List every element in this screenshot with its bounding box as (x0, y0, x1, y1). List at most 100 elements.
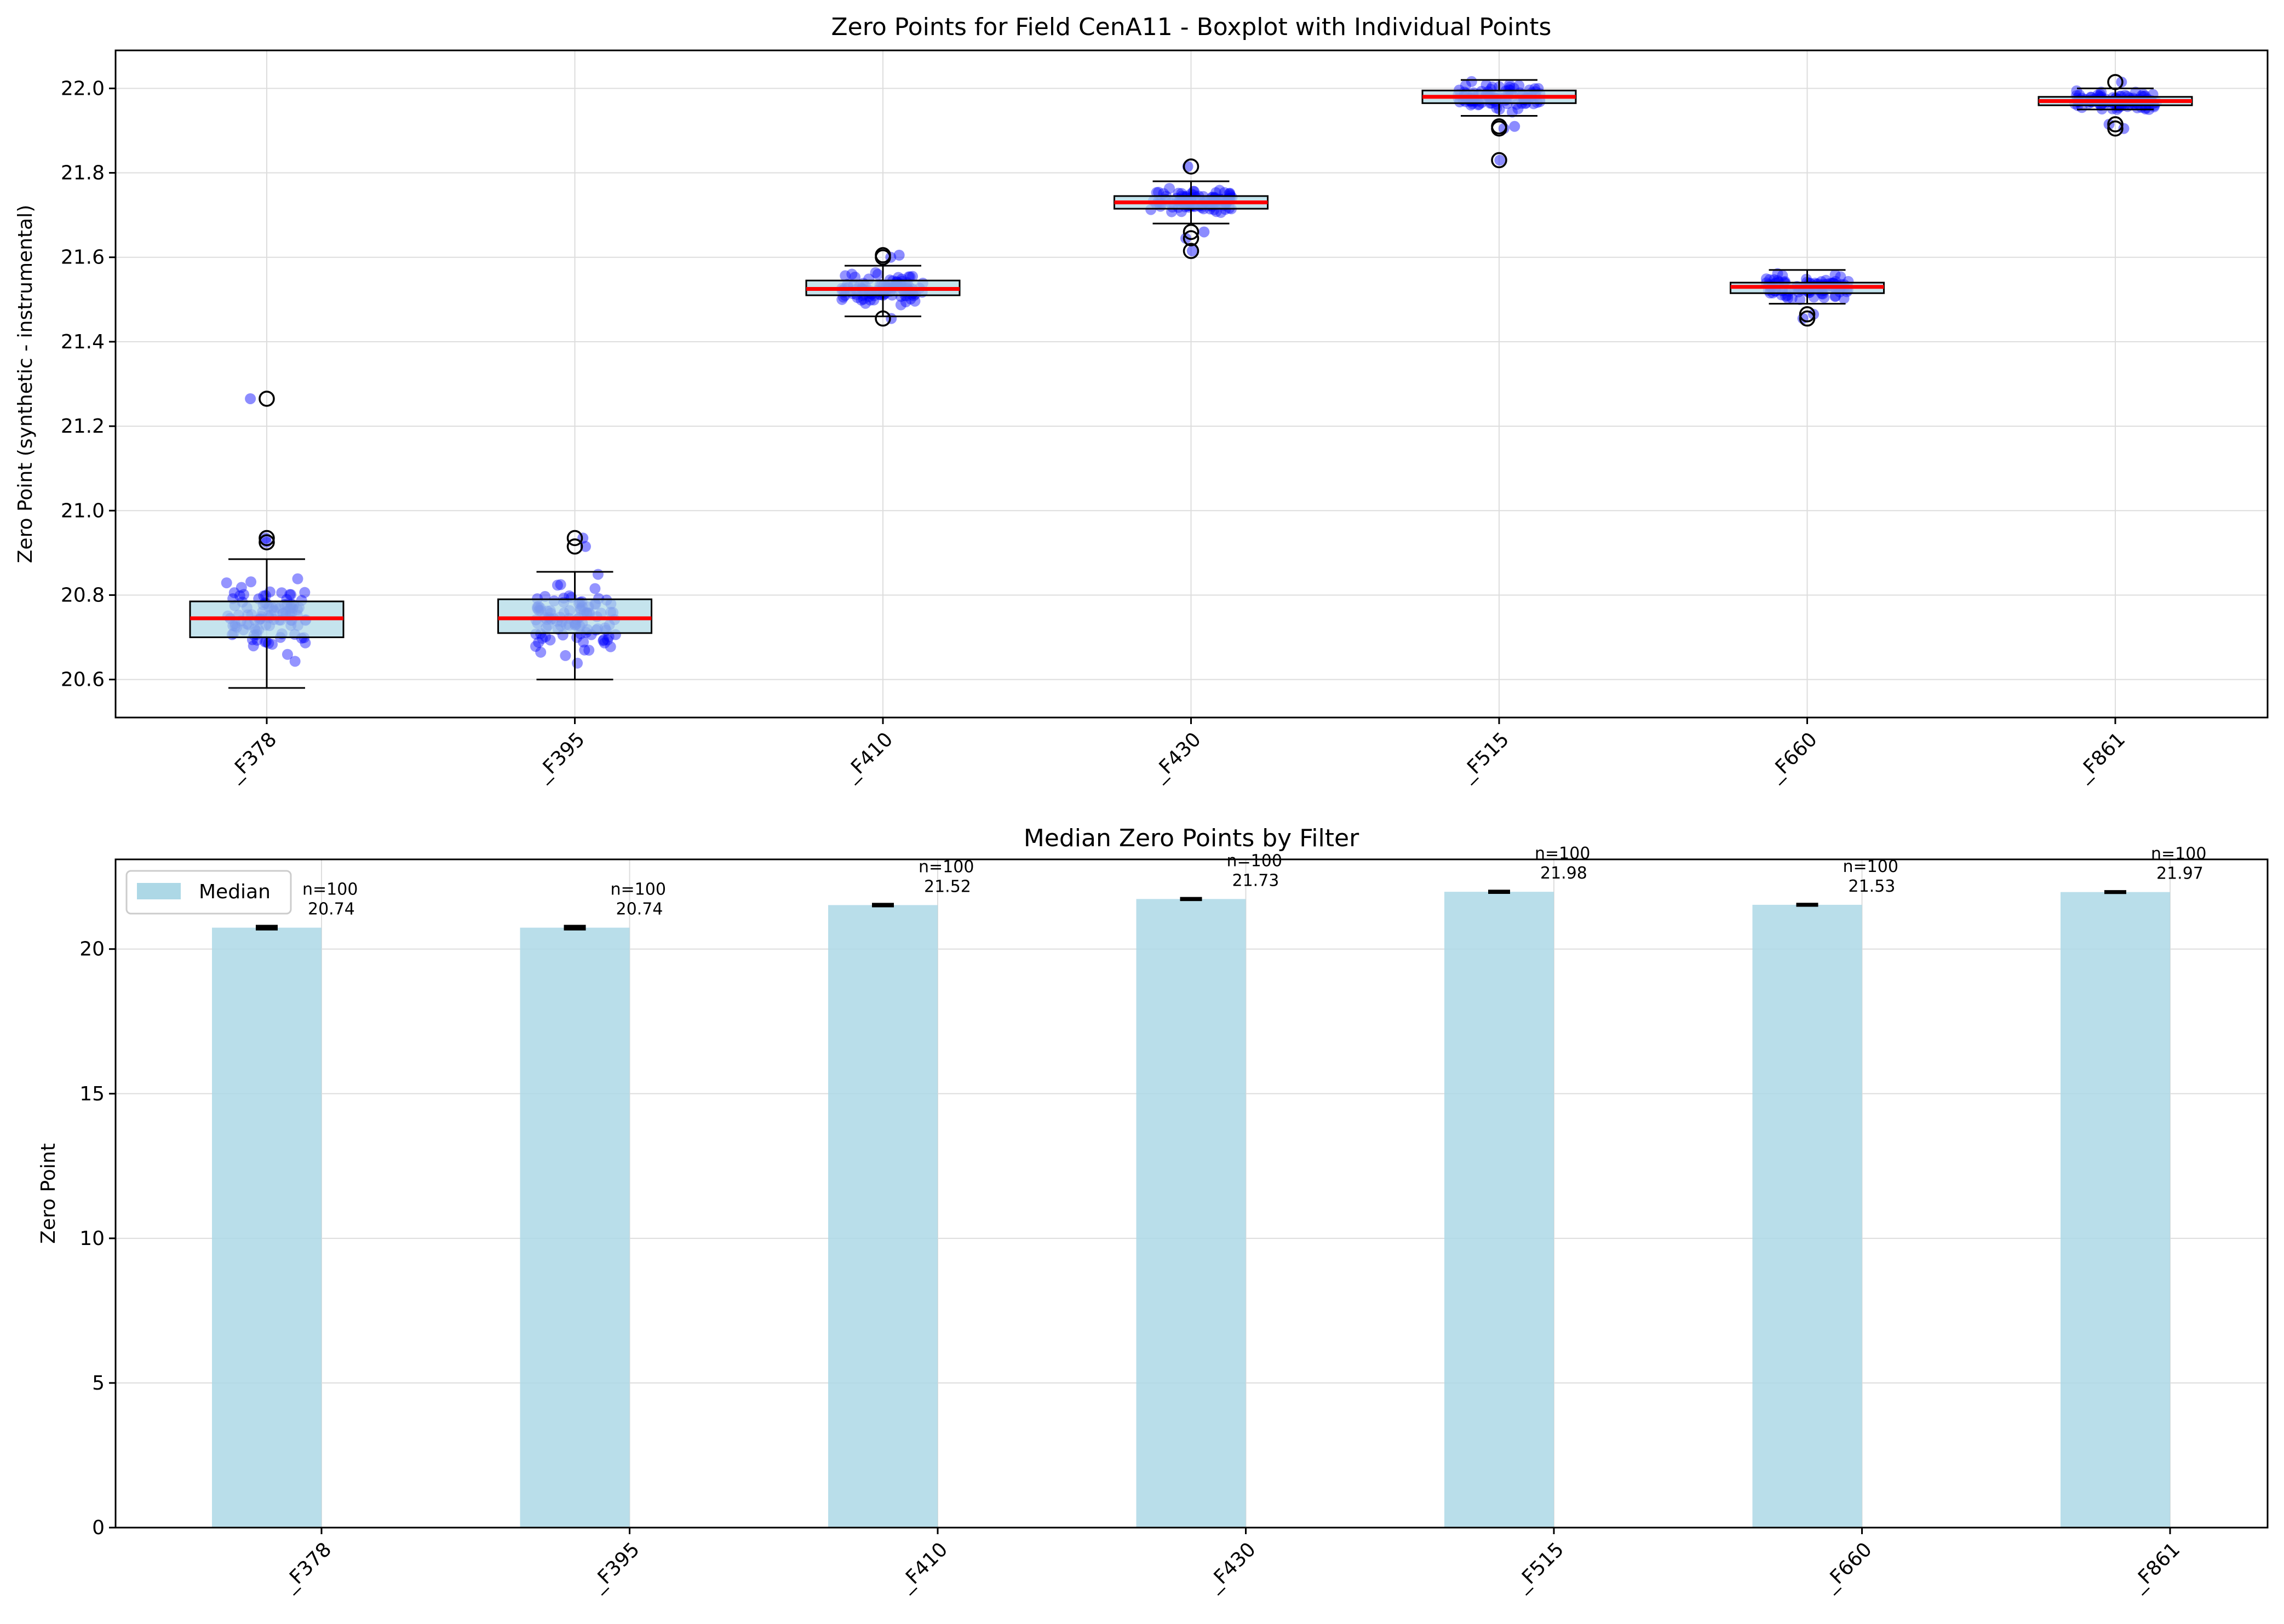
data-point (289, 656, 301, 667)
data-point (1214, 185, 1225, 196)
y-tick-label: 5 (92, 1372, 105, 1395)
annotation-n: n=100 (919, 857, 974, 876)
legend-label: Median (199, 881, 271, 903)
flier (2107, 116, 2124, 133)
y-tick-label: 21.6 (61, 246, 105, 269)
data-point (267, 639, 278, 650)
x-tick-label: _F515 (1511, 1538, 1569, 1596)
data-point (245, 393, 256, 404)
boxplot-boxes (189, 74, 2193, 689)
data-point (583, 645, 595, 656)
data-point (1772, 268, 1783, 279)
data-point (856, 294, 867, 306)
data-point (530, 641, 541, 652)
data-point (1506, 106, 1518, 118)
x-tick-label: _F410 (894, 1538, 952, 1596)
data-point (572, 657, 583, 669)
data-point (260, 590, 272, 601)
data-point (540, 631, 551, 642)
data-point (1512, 103, 1524, 114)
data-point (1794, 294, 1806, 306)
data-point (1460, 79, 1471, 91)
flier (1491, 120, 1507, 137)
bar-series (212, 890, 2170, 1528)
boxplot-chart: Zero Points for Field CenA11 - Boxplot w… (14, 13, 2269, 786)
flier (259, 530, 275, 547)
data-point (236, 582, 247, 593)
data-point (555, 579, 566, 590)
data-point (1808, 291, 1820, 303)
data-point (299, 587, 311, 598)
flier (1799, 306, 1816, 323)
legend-box (125, 870, 292, 915)
flier (1491, 152, 1507, 169)
data-point (865, 294, 876, 306)
bar (212, 927, 322, 1528)
data-point (259, 636, 271, 648)
bar (1136, 899, 1246, 1528)
data-point (598, 634, 610, 646)
annotation-value: 21.98 (1540, 864, 1587, 883)
data-point (276, 587, 288, 599)
data-point (285, 589, 297, 600)
annotation-value: 21.52 (924, 877, 971, 896)
y-tick-label: 21.0 (61, 500, 105, 522)
data-point (1782, 292, 1793, 304)
data-point (860, 297, 871, 309)
data-point (282, 649, 293, 660)
data-point (1503, 79, 1515, 90)
data-point (909, 295, 921, 307)
boxplot-grid (116, 50, 2268, 718)
data-point (300, 637, 311, 649)
x-tick-label: _F378 (278, 1538, 336, 1596)
data-point (840, 270, 851, 282)
data-point (602, 634, 613, 646)
flier (1183, 223, 1200, 240)
median-bar-chart: Median Zero Points by Filter 0 5 10 15 20 _F… (37, 824, 2269, 1596)
x-tick-label: _F430 (1147, 728, 1206, 786)
data-point (221, 577, 232, 589)
data-point (234, 590, 245, 601)
bar-y-label: Zero Point (37, 1143, 60, 1244)
y-tick-label: 20.8 (61, 584, 105, 606)
bar (520, 927, 630, 1528)
data-point (1466, 76, 1477, 87)
x-tick-label: _F515 (1456, 728, 1514, 786)
flier (259, 391, 275, 407)
annotation-n: n=100 (1535, 844, 1590, 863)
data-point (1838, 292, 1850, 304)
data-point (533, 636, 544, 648)
annotation-n: n=100 (611, 880, 666, 899)
data-point (868, 294, 880, 306)
data-point (579, 644, 590, 656)
data-point (903, 271, 915, 283)
data-point (1829, 269, 1841, 280)
data-point (907, 271, 919, 282)
legend: Median (125, 870, 292, 915)
annotation-value: 21.73 (1232, 871, 1279, 890)
box (497, 598, 652, 634)
data-point (1760, 273, 1772, 285)
flier (566, 530, 583, 547)
data-point (537, 633, 548, 644)
data-point (578, 636, 589, 648)
y-tick-label: 15 (79, 1083, 105, 1105)
data-point (1153, 186, 1164, 198)
data-point (560, 650, 571, 661)
data-point (886, 313, 897, 324)
bar (1444, 892, 1554, 1528)
data-point (895, 299, 906, 311)
annotation-n: n=100 (1227, 851, 1282, 870)
data-point (592, 569, 604, 580)
data-point (1186, 245, 1198, 257)
boxplot-y-label: Zero Point (synthetic - instrumental) (14, 205, 37, 563)
data-point (263, 638, 274, 649)
y-tick-label: 20.6 (61, 669, 105, 691)
y-tick-label: 21.8 (61, 162, 105, 185)
data-point (846, 268, 858, 280)
flier (2107, 74, 2124, 90)
data-point (552, 579, 563, 591)
data-point (1480, 79, 1492, 90)
annotation-value: 20.74 (616, 900, 663, 919)
annotation-n: n=100 (302, 880, 358, 899)
